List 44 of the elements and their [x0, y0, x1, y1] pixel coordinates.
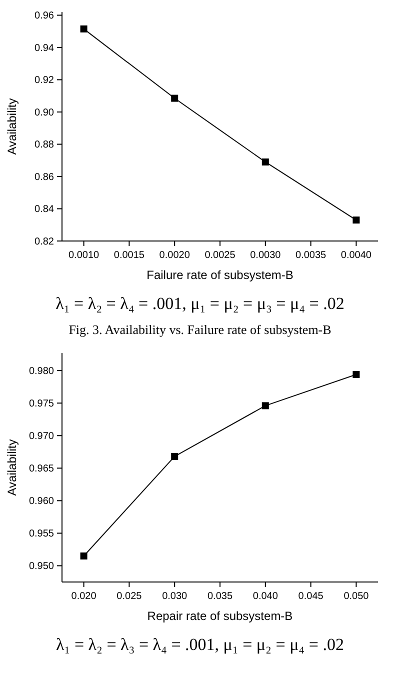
y-tick-label: 0.950	[28, 561, 54, 572]
point	[352, 370, 360, 378]
y-axis-title: Availability	[5, 98, 19, 155]
x-tick-label: 0.0040	[340, 250, 372, 261]
x-tick-label: 0.0025	[204, 250, 236, 261]
y-tick-label: 0.96	[34, 10, 54, 22]
x-tick-label: 0.0030	[250, 250, 282, 261]
x-tick-label: 0.020	[71, 591, 97, 602]
point	[352, 216, 360, 224]
x-tick-label: 0.0020	[159, 250, 190, 261]
text: λ₁ = λ₂ = λ₄ = .001, μ₁ = μ₂ = μ₃ = μ₄ = .02	[56, 294, 344, 313]
y-tick-label: 0.92	[34, 75, 54, 86]
x-tick-label: 0.025	[116, 591, 142, 602]
point	[80, 552, 88, 560]
y-tick-label: 0.94	[34, 42, 54, 54]
y-tick-label: 0.965	[28, 464, 54, 475]
point	[262, 402, 269, 410]
x-tick-label: 0.0035	[296, 250, 327, 261]
y-tick-label: 0.955	[28, 528, 54, 540]
x-tick-label: 0.040	[252, 591, 278, 602]
point	[171, 94, 178, 102]
y-tick-label: 0.975	[28, 398, 54, 410]
point	[80, 25, 88, 32]
y-tick-label: 0.90	[34, 107, 54, 118]
text: λ₁ = λ₂ = λ₃ = λ₄ = .001, μ₁ = μ₂ = μ₄ = .02	[56, 635, 344, 654]
x-tick-label: 0.045	[298, 591, 324, 602]
y-tick-label: 0.960	[28, 496, 54, 508]
y-axis-title: Availability	[5, 439, 19, 496]
x-tick-label: 0.0010	[68, 250, 100, 261]
y-tick-label: 0.88	[34, 140, 54, 151]
y-tick-label: 0.970	[28, 431, 54, 442]
y-tick-label: 0.980	[28, 366, 54, 378]
x-axis-title: Failure rate of subsystem-B	[146, 268, 294, 282]
caption: Fig. 3. Availability vs. Failure rate of subsystem-B	[68, 322, 332, 337]
y-tick-label: 0.84	[34, 204, 54, 216]
x-axis-title: Repair rate of subsystem-B	[147, 609, 293, 623]
x-tick-label: 0.050	[344, 591, 370, 602]
point	[171, 452, 178, 460]
y-tick-label: 0.86	[34, 172, 54, 183]
point	[262, 158, 269, 166]
x-tick-label: 0.0015	[114, 250, 145, 261]
y-tick-label: 0.82	[34, 236, 54, 248]
x-tick-label: 0.035	[207, 591, 233, 602]
x-tick-label: 0.030	[162, 591, 188, 602]
